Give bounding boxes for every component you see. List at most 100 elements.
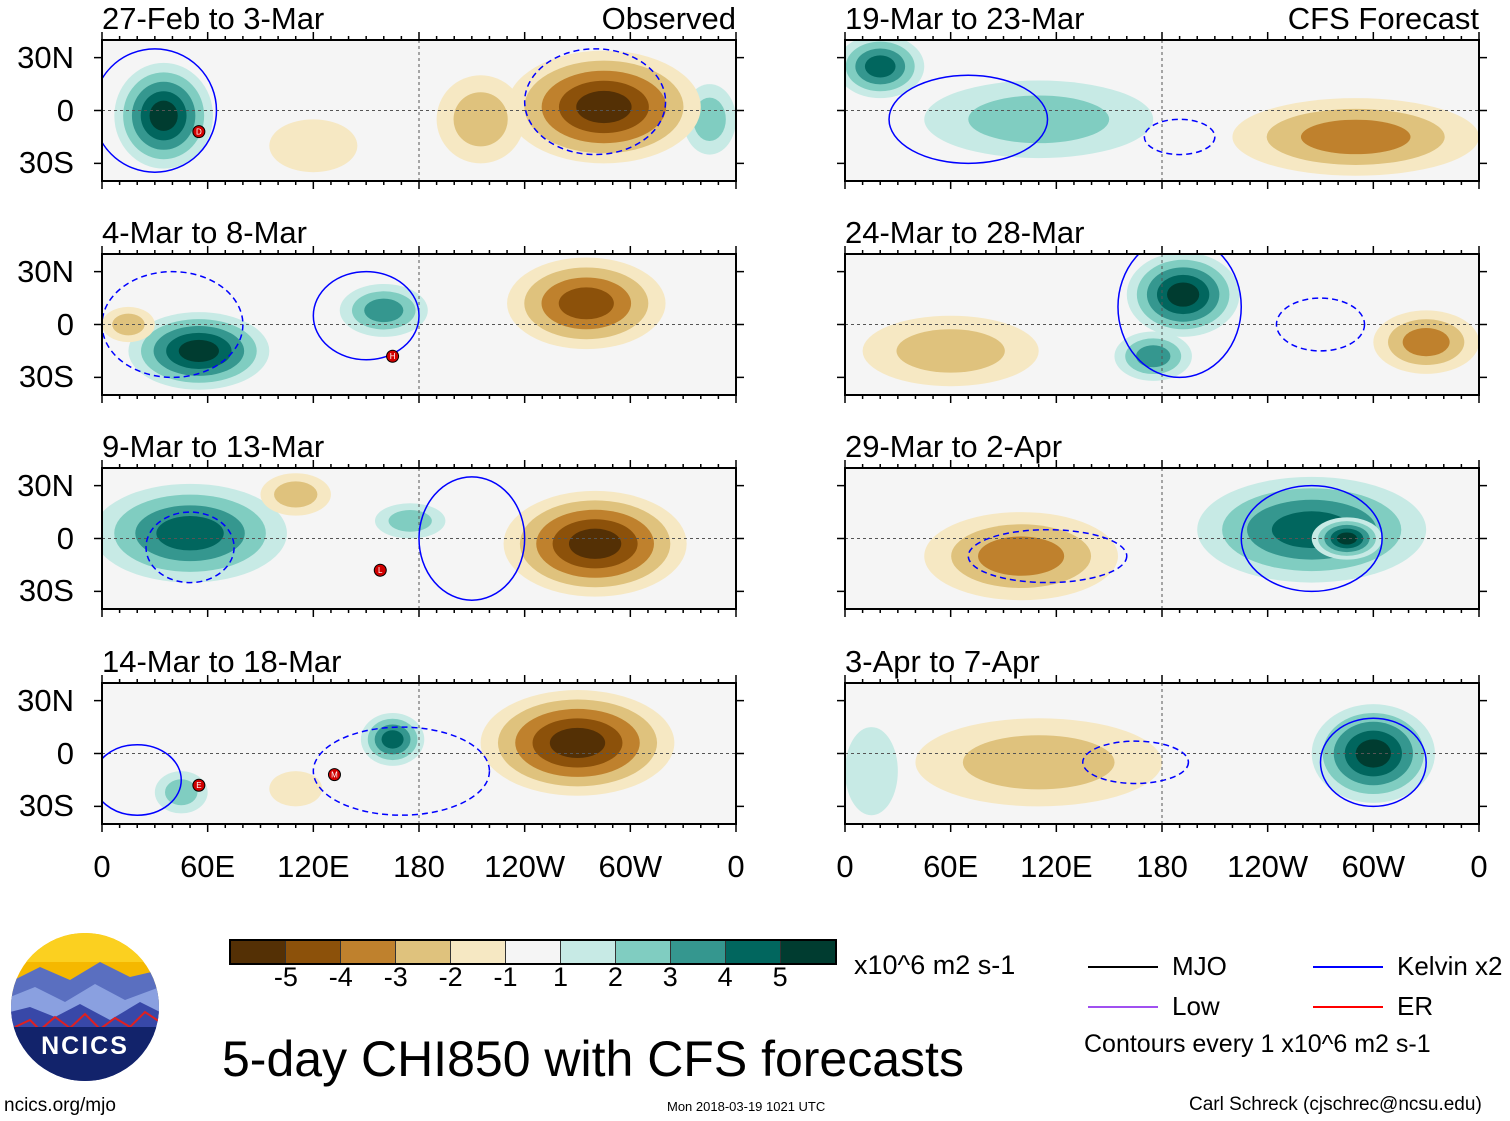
anomaly-contour-fill [1402,328,1450,357]
anomaly-contour-fill [1336,532,1357,545]
y-tick-label: 30N [17,39,74,75]
timestamp: Mon 2018-03-19 1021 UTC [667,1099,826,1114]
x-tick-label: 120E [1020,849,1093,884]
x-tick-label: 60E [923,849,979,884]
y-tick-label: 30S [18,573,74,609]
map-panel [837,460,1487,617]
site-link[interactable]: ncics.org/mjo [4,1095,116,1116]
anomaly-contour-fill [962,735,1115,790]
y-tick-label: 0 [56,520,74,556]
colorbar-swatch [286,941,341,963]
colorbar-swatch [231,941,286,963]
svg-text:L: L [378,566,383,575]
colorbar-tick-label: 4 [717,962,733,992]
panel-title: 9-Mar to 13-Mar [102,429,325,464]
map-panel [837,246,1487,403]
legend-line [1313,966,1383,968]
anomaly-contour-fill [156,516,224,551]
kelvin-contour [145,511,235,584]
colorbar-tick-label: 2 [607,962,623,992]
x-tick-label: 180 [393,849,445,884]
legend-line [1313,1006,1383,1008]
panel-title: 29-Mar to 2-Apr [845,429,1063,464]
colorbar-swatch [396,941,451,963]
colorbar-tick-label: -2 [438,962,463,992]
x-tick-label: 60E [180,849,236,884]
anomaly-contour-fill [978,536,1065,576]
anomaly-contour-fill [149,100,178,131]
colorbar-swatch [506,941,561,963]
kelvin-contour [1117,254,1242,379]
legend-label: MJO [1172,951,1227,981]
y-tick-label: 30S [18,788,74,824]
storm-marker: E [192,778,206,792]
x-tick-label: 180 [1136,849,1188,884]
legend-line [1088,1006,1158,1008]
x-tick-label: 60W [1341,849,1406,884]
legend-label: Kelvin x2 [1397,951,1503,981]
legend-label: Low [1172,991,1220,1021]
kelvin-contour [1275,297,1366,352]
anomaly-contour-fill [178,339,219,363]
colorbar-tick-label: -3 [383,962,408,992]
kelvin-contour [102,270,244,379]
anomaly-contour-fill [968,95,1110,144]
kelvin-contour [102,48,218,173]
colorbar-tick-label: 5 [772,962,788,992]
colorbar-swatch [671,941,726,963]
svg-text:H: H [390,352,396,361]
y-tick-label: 30N [17,682,74,718]
y-tick-label: 30S [18,145,74,181]
anomaly-contour-fill [864,55,896,78]
legend-line [1088,966,1158,968]
anomaly-contour-fill [1135,345,1171,368]
colorbar-unit: x10^6 m2 s-1 [854,950,1016,980]
storm-marker: D [192,125,206,139]
kelvin-contour [1319,717,1427,808]
colorbar-tick-label: -5 [273,962,298,992]
author: Carl Schreck (cjschrec@ncsu.edu) [1189,1094,1482,1115]
x-tick-label: 0 [836,849,854,884]
anomaly-contour-fill [274,481,318,508]
kelvin-contour [1082,740,1190,785]
panel-label: Observed [601,1,736,36]
kelvin-contour [1240,484,1383,593]
panel-title: 24-Mar to 28-Mar [845,215,1085,250]
legend-label: ER [1397,991,1434,1021]
anomaly-contour-fill [364,298,404,323]
y-tick-label: 0 [56,735,74,771]
anomaly-contour-fill [269,771,323,807]
anomaly-contour-fill [453,92,508,147]
colorbar-swatch [561,941,616,963]
map-panel: EM [94,675,744,832]
map-panel: D [94,32,744,189]
svg-text:E: E [196,781,201,790]
x-tick-label: 0 [1470,849,1488,884]
kelvin-contour [418,476,526,601]
kelvin-contour [102,743,182,816]
colorbar-tick-label: 3 [662,962,678,992]
x-tick-label: 0 [727,849,745,884]
kelvin-contour [967,528,1128,584]
anomaly-contour-fill [693,97,726,142]
svg-text:D: D [196,128,202,137]
kelvin-contour [312,270,420,361]
map-panel: H [94,246,744,403]
map-panel [837,675,1487,832]
colorbar-tick-label: -1 [493,962,518,992]
kelvin-contour [888,74,1049,165]
anomaly-contour-fill [381,730,404,749]
y-tick-label: 0 [56,92,74,128]
x-tick-label: 0 [93,849,111,884]
storm-marker: H [386,349,400,363]
colorbar-tick-label: 1 [552,962,568,992]
colorbar [229,939,837,965]
kelvin-contour [312,726,491,816]
anomaly-contour-fill [845,727,898,816]
colorbar-tick-label: -4 [328,962,353,992]
anomaly-contour-fill [269,119,358,173]
kelvin-contour [523,48,667,156]
map-panel: L [94,460,744,617]
anomaly-contour-fill [568,528,622,559]
